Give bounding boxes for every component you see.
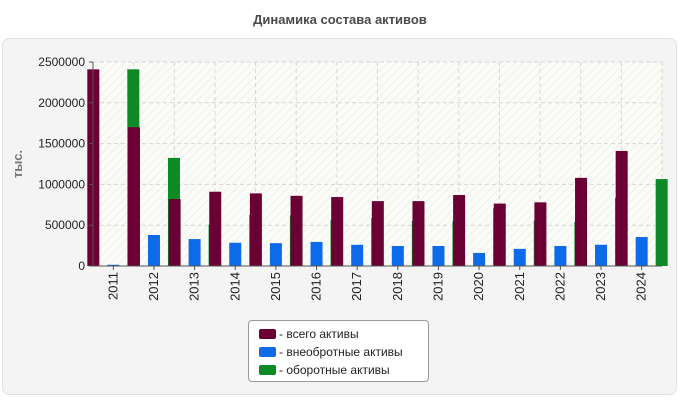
bar-total-assets-2022 — [534, 202, 547, 266]
x-tick-label: 2018 — [390, 272, 405, 301]
legend-item-noncurrent-assets: - внеобротные активы — [249, 343, 428, 361]
bar-noncurrent-assets-2013 — [188, 239, 201, 266]
bar-total-assets-2015 — [249, 193, 262, 266]
x-tick-label: 2017 — [349, 272, 364, 301]
x-tick-label: 2012 — [146, 272, 161, 301]
x-tick-label: 2019 — [430, 272, 445, 301]
bar-total-assets-2020 — [453, 195, 466, 266]
bar-noncurrent-assets-2012 — [147, 234, 160, 266]
bar-noncurrent-assets-2019 — [432, 246, 445, 266]
x-tick-label: 2014 — [227, 272, 242, 301]
x-tick-label: 2013 — [187, 272, 202, 301]
bar-noncurrent-assets-2024 — [635, 237, 648, 266]
bar-total-assets-2021 — [493, 203, 506, 266]
bar-total-assets-2013 — [168, 199, 181, 266]
bar-total-assets-2024 — [615, 150, 628, 266]
bars — [87, 69, 668, 267]
bar-total-assets-2023 — [575, 177, 588, 266]
x-tick-label: 2011 — [105, 272, 120, 300]
x-tick-label: 2016 — [309, 272, 324, 301]
bar-total-assets-2014 — [209, 191, 222, 266]
legend-swatch-current-assets — [259, 365, 276, 375]
bar-total-assets-2017 — [331, 197, 344, 266]
bar-total-assets-2012 — [127, 127, 140, 266]
bar-noncurrent-assets-2018 — [391, 246, 404, 266]
chart-legend: - всего активы - внеобротные активы - об… — [248, 320, 429, 382]
y-tick-label: 0 — [78, 259, 85, 273]
y-axis-label: тыс. — [10, 150, 25, 178]
legend-label-current-assets: - оборотные активы — [279, 363, 390, 377]
bar-noncurrent-assets-2014 — [229, 242, 242, 266]
axes — [92, 62, 662, 267]
x-tick-label: 2015 — [268, 272, 283, 301]
bar-noncurrent-assets-2021 — [513, 248, 526, 266]
legend-item-current-assets: - оборотные активы — [249, 361, 428, 379]
x-tick-label: 2024 — [634, 272, 649, 301]
legend-label-total-assets: - всего активы — [279, 327, 359, 341]
x-tick-label: 2020 — [471, 272, 486, 301]
bar-noncurrent-assets-2020 — [473, 252, 486, 266]
y-tick-label: 2000000 — [38, 96, 85, 110]
bar-noncurrent-assets-2016 — [310, 241, 323, 266]
y-tick-label: 1000000 — [38, 177, 85, 191]
bar-total-assets-2019 — [412, 201, 425, 266]
x-tick-label: 2022 — [552, 272, 567, 301]
legend-swatch-total-assets — [259, 329, 276, 339]
y-tick-label: 500000 — [45, 218, 85, 232]
bar-total-assets-2018 — [371, 201, 384, 266]
y-tick-label: 1500000 — [38, 137, 85, 151]
bar-total-assets-2016 — [290, 195, 303, 266]
y-tick-labels: 0 500000 1000000 1500000 2000000 2500000 — [38, 55, 93, 273]
bar-current-assets-2024 — [655, 179, 668, 266]
x-tick-label: 2023 — [593, 272, 608, 301]
legend-item-total-assets: - всего активы — [249, 325, 428, 343]
x-tick-label: 2021 — [512, 272, 527, 301]
bar-noncurrent-assets-2017 — [351, 244, 364, 266]
chart-title: Динамика состава активов — [253, 12, 427, 27]
legend-label-noncurrent-assets: - внеобротные активы — [279, 345, 403, 359]
bar-noncurrent-assets-2023 — [595, 244, 608, 266]
legend-swatch-noncurrent-assets — [259, 347, 276, 357]
bar-noncurrent-assets-2011 — [107, 264, 120, 266]
bar-noncurrent-assets-2022 — [554, 246, 567, 266]
y-tick-label: 2500000 — [38, 55, 85, 69]
x-tick-labels: 2011 2012 2013 2014 2015 2016 2017 2018 2019 2020… — [105, 266, 649, 301]
bar-noncurrent-assets-2015 — [269, 243, 282, 266]
